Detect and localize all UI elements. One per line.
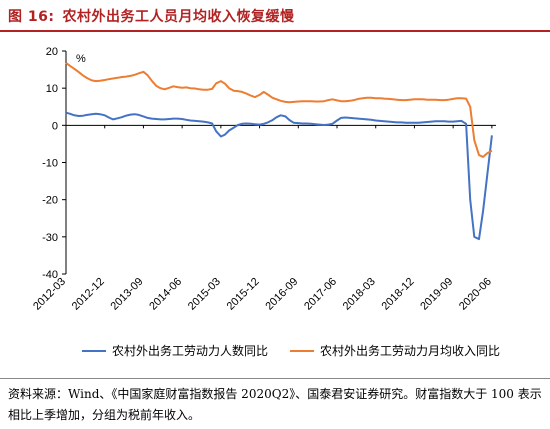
x-tick-label: 2018-03 — [341, 276, 378, 313]
y-tick-label: -20 — [42, 195, 58, 207]
source-rule — [0, 378, 550, 379]
x-tick-label: 2012-12 — [70, 276, 107, 313]
figure-label: 图 16: — [8, 9, 55, 25]
y-tick-label: -10 — [42, 158, 58, 170]
x-tick-label: 2020-06 — [457, 276, 494, 313]
y-unit-label: % — [76, 53, 86, 65]
x-tick-label: 2014-06 — [147, 276, 184, 313]
source-note: 资料来源：Wind、《中国家庭财富指数报告 2020Q2》、国泰君安证券研究。财… — [8, 387, 542, 422]
x-tick-label: 2018-12 — [380, 276, 417, 313]
legend-label-2: 农村外出务工劳动力月均收入同比 — [320, 343, 500, 358]
y-tick-label: 10 — [46, 83, 58, 95]
x-tick-label: 2015-12 — [225, 276, 262, 313]
x-tick-label: 2013-09 — [109, 276, 146, 313]
y-tick-label: 0 — [52, 120, 58, 132]
x-tick-label: 2016-09 — [263, 276, 300, 313]
y-tick-label: 20 — [46, 46, 58, 58]
x-tick-label: 2017-06 — [302, 276, 339, 313]
legend-label-1: 农村外出务工劳动力人数同比 — [112, 343, 268, 358]
figure-title-text: 农村外出务工人员月均收入恢复缓慢 — [62, 9, 295, 25]
series-line-2 — [65, 62, 493, 158]
series-line-1 — [65, 111, 493, 241]
x-tick-label: 2015-03 — [186, 276, 223, 313]
x-tick-label: 2019-09 — [418, 276, 455, 313]
title-rule — [0, 30, 550, 32]
figure-title: 图 16: 农村外出务工人员月均收入恢复缓慢 — [8, 6, 294, 26]
y-tick-label: -30 — [42, 232, 58, 244]
x-tick-label: 2012-03 — [31, 276, 68, 313]
y-tick-label: -40 — [42, 269, 58, 281]
